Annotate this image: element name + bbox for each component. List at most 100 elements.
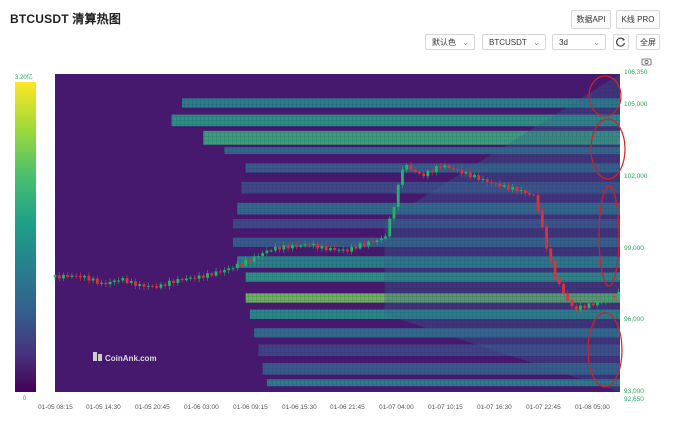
- annotation-circle: [598, 185, 620, 287]
- x-tick-label: 01-05 20:45: [135, 404, 170, 411]
- candle: [79, 275, 82, 278]
- candle: [358, 243, 362, 249]
- annotation-circle: [588, 75, 622, 117]
- candle: [312, 243, 315, 246]
- candle: [180, 278, 184, 281]
- candle: [62, 274, 65, 279]
- candle: [108, 281, 112, 285]
- candle: [490, 182, 493, 184]
- candle: [481, 179, 485, 181]
- candle: [350, 246, 354, 252]
- candle: [125, 278, 129, 284]
- candle: [57, 275, 61, 279]
- candle: [443, 165, 447, 168]
- candle: [223, 270, 226, 273]
- fullscreen-button[interactable]: 全屏: [636, 34, 660, 50]
- color-scheme-value: 默认色: [432, 38, 456, 47]
- candle: [299, 245, 303, 247]
- candle: [498, 183, 502, 187]
- symbol-select[interactable]: BTCUSDT ⌄: [482, 34, 546, 50]
- candle: [218, 271, 222, 273]
- candle: [159, 284, 163, 288]
- candle: [591, 303, 595, 306]
- candle: [112, 280, 116, 282]
- candle: [574, 306, 578, 310]
- camera-icon[interactable]: [641, 58, 652, 66]
- data-api-button[interactable]: 数据API: [571, 10, 611, 29]
- candle: [604, 299, 608, 302]
- annotation-circle: [587, 312, 623, 388]
- coinank-watermark: CoinAnk.com: [93, 352, 157, 363]
- y-tick-label: 105,000: [624, 101, 648, 108]
- y-tick-label: 99,000: [624, 245, 644, 252]
- candle: [384, 236, 387, 239]
- candle: [155, 285, 159, 288]
- annotation-circle: [590, 118, 626, 180]
- candle: [430, 170, 434, 173]
- candle: [367, 241, 370, 246]
- refresh-button[interactable]: [613, 34, 629, 50]
- x-tick-label: 01-06 15:30: [282, 404, 317, 411]
- candle: [528, 193, 531, 195]
- candle: [396, 184, 400, 207]
- candle: [553, 260, 557, 279]
- candle: [401, 169, 404, 185]
- candle: [265, 250, 269, 254]
- candle: [485, 179, 489, 183]
- candle: [206, 273, 209, 278]
- candle: [329, 248, 332, 251]
- candle: [193, 277, 197, 279]
- chevron-down-icon: ⌄: [462, 38, 469, 47]
- candle: [151, 285, 154, 287]
- candle: [201, 275, 205, 278]
- colorbar-min-label: 0: [23, 396, 27, 402]
- candle: [172, 280, 176, 284]
- candle: [345, 249, 349, 252]
- candle: [95, 278, 99, 284]
- candle: [536, 195, 540, 211]
- candle: [473, 175, 476, 178]
- candle: [269, 250, 273, 252]
- y-tick-label: 106,350: [624, 69, 648, 76]
- refresh-icon: [616, 37, 626, 47]
- candle: [100, 282, 104, 284]
- kline-pro-button[interactable]: K线 PRO: [616, 10, 660, 29]
- candle: [197, 275, 201, 279]
- candle: [244, 259, 248, 266]
- candle: [562, 283, 565, 294]
- page-title: BTCUSDT 清算热图: [10, 12, 122, 26]
- y-tick-label: 96,000: [624, 316, 644, 323]
- candle: [392, 206, 396, 219]
- period-value: 3d: [559, 38, 568, 47]
- candle: [507, 185, 510, 190]
- candle: [257, 256, 260, 258]
- candle: [371, 241, 375, 243]
- candle: [600, 301, 604, 303]
- candle: [439, 166, 443, 168]
- candle: [290, 245, 294, 249]
- candle: [388, 218, 392, 237]
- x-tick-label: 01-07 22:45: [526, 404, 561, 411]
- candle: [409, 165, 413, 170]
- candle: [540, 210, 544, 228]
- candle: [362, 243, 366, 246]
- candle: [477, 175, 481, 180]
- candle: [333, 248, 337, 251]
- x-tick-label: 01-06 21:45: [330, 404, 365, 411]
- color-scheme-select[interactable]: 默认色 ⌄: [425, 34, 475, 50]
- candle: [608, 296, 612, 300]
- candle: [210, 273, 214, 276]
- candle: [337, 249, 341, 251]
- candle: [523, 190, 527, 194]
- chevron-down-icon: ⌄: [533, 38, 540, 47]
- candle: [532, 194, 536, 196]
- candle: [460, 169, 464, 174]
- candle: [142, 284, 146, 287]
- x-tick-label: 01-07 04:00: [379, 404, 414, 411]
- candle: [146, 285, 150, 287]
- candle: [418, 171, 421, 174]
- candle: [324, 245, 328, 251]
- candle: [612, 296, 616, 298]
- symbol-value: BTCUSDT: [489, 38, 527, 47]
- period-select[interactable]: 3d ⌄: [552, 34, 606, 50]
